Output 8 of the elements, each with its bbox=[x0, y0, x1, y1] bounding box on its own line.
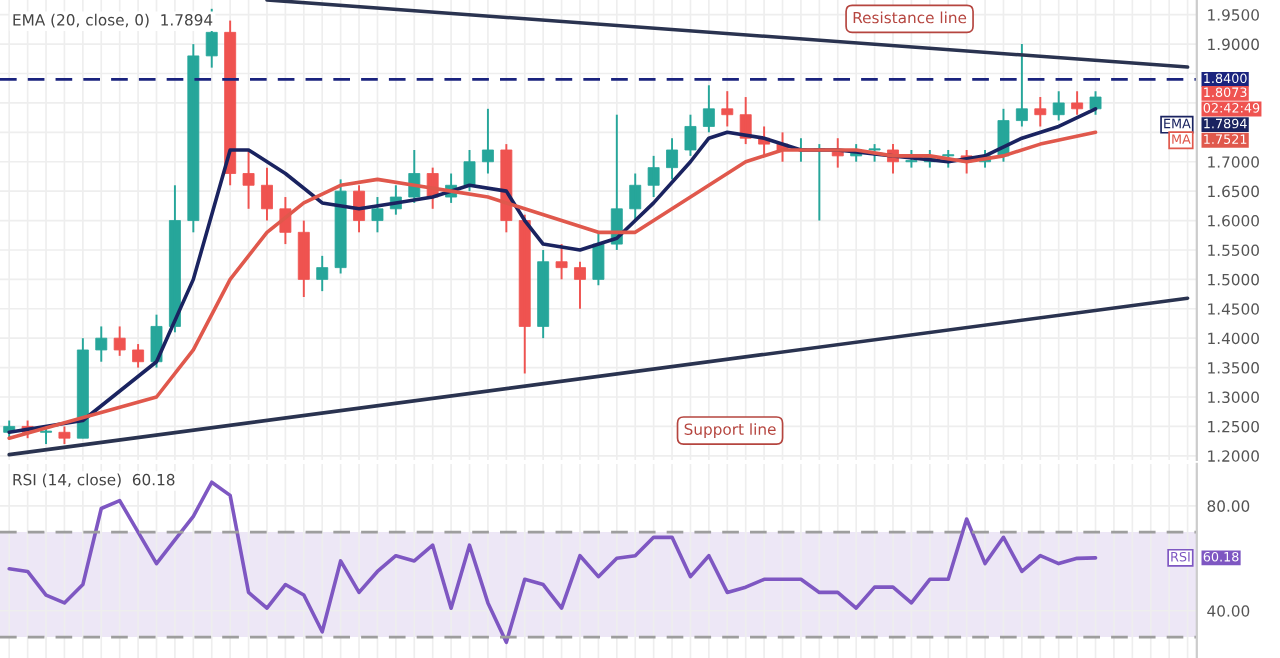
candlestick bbox=[647, 154, 660, 198]
candlestick bbox=[371, 196, 384, 234]
candlestick bbox=[1089, 90, 1102, 116]
candlestick bbox=[684, 113, 697, 157]
candlestick bbox=[242, 149, 255, 210]
candlestick bbox=[555, 243, 568, 281]
candlestick bbox=[58, 425, 71, 446]
candlestick bbox=[463, 149, 476, 193]
